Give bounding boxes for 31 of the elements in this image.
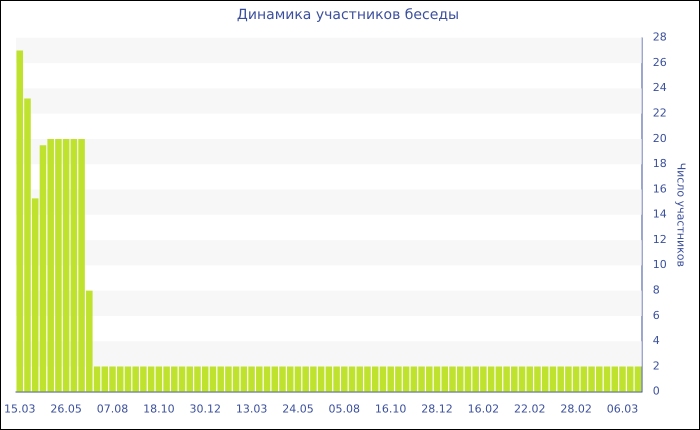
x-tick-label: 16.10 [374,402,406,416]
chart-title: Динамика участников беседы [236,7,460,24]
y-tick-label: 24 [652,81,667,94]
y-tick-label: 10 [652,258,667,272]
y-tick-label: 8 [652,284,660,297]
x-tick-label: 22.02 [514,402,546,416]
x-tick-label: 26.05 [50,402,82,416]
x-tick-label: 07.08 [96,402,128,416]
x-tick-label: 24.05 [282,402,314,416]
x-tick-label: 28.02 [560,402,592,416]
x-tick-label: 06.03 [606,402,638,416]
y-tick-label: 14 [652,208,667,221]
y-tick-label: 18 [652,157,667,170]
y-axis-title: Число участников [674,162,688,268]
y-tick-label: 4 [652,334,660,348]
x-tick-label: 16.02 [468,402,500,416]
y-tick-label: 6 [652,308,660,322]
y-tick-label: 26 [652,56,667,69]
y-tick-label: 20 [652,132,667,145]
x-tick-label: 30.12 [189,402,221,416]
x-tick-label: 28.12 [421,402,453,416]
y-tick-label: 22 [652,106,667,120]
x-tick-label: 05.08 [328,402,360,416]
y-tick-label: 28 [652,30,667,44]
x-tick-label: 15.03 [4,402,36,416]
y-tick-label: 0 [652,384,660,398]
y-tick-label: 2 [652,359,660,372]
x-tick-label: 13.03 [236,402,268,416]
y-tick-label: 16 [652,182,667,196]
x-tick-label: 18.10 [143,402,175,416]
y-tick-label: 12 [652,232,667,246]
